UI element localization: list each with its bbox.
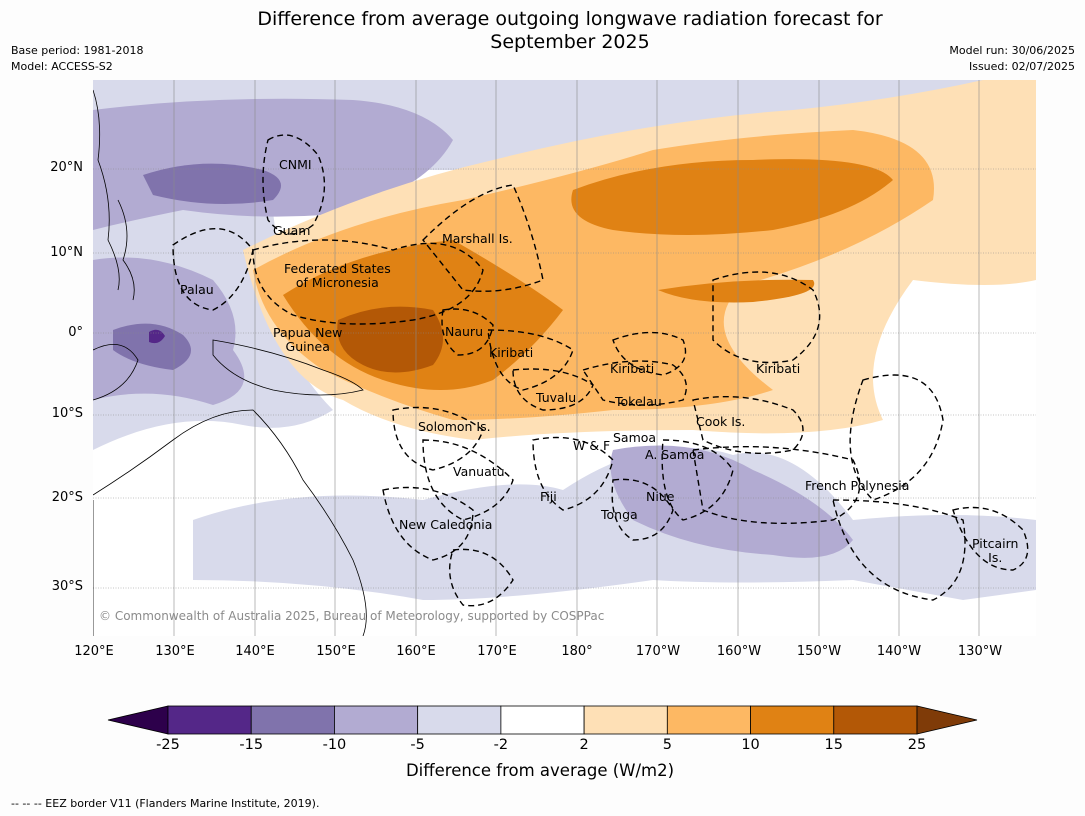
colorbar-tick-label: 2: [579, 737, 589, 753]
lat-label: 10°N: [50, 245, 83, 260]
anomaly-region-light-purple-south: [193, 447, 1036, 600]
lon-label: 180°: [561, 644, 593, 659]
colorbar-tick-label: 10: [741, 737, 760, 753]
coast-philippines: [117, 199, 135, 301]
coast-new-guinea: [212, 339, 364, 396]
model-run: Model run: 30/06/2025: [949, 44, 1075, 57]
anomaly-region-dark-purple-2: [113, 323, 191, 370]
colorbar-cell: [250, 705, 335, 735]
colorbar-cell: [167, 705, 252, 735]
place-micronesia: Federated States of Micronesia: [284, 261, 391, 290]
place-niue: Niue: [646, 489, 675, 504]
coast-asia: [93, 89, 120, 291]
anomaly-region-mid-purple-south: [610, 445, 853, 558]
colorbar-tick-label: 5: [662, 737, 672, 753]
place-tuvalu: Tuvalu: [536, 390, 577, 405]
anomaly-region-brown: [337, 306, 443, 373]
colorbar-tick-label: 25: [907, 737, 927, 753]
lat-label: 10°S: [51, 406, 83, 421]
place-samoa: Samoa: [613, 430, 657, 445]
colorbar-cell: [583, 705, 668, 735]
anomaly-region-dark-orange-band: [658, 279, 815, 303]
anomaly-region-dark-orange-north: [571, 159, 893, 235]
colorbar-cell: [417, 705, 502, 735]
place-palau: Palau: [180, 282, 214, 297]
chart-title: Difference from average outgoing longwav…: [170, 8, 970, 54]
lon-label: 130°W: [957, 644, 1003, 659]
place-kiribati-east: Kiribati: [756, 361, 801, 376]
eez-footnote: -- -- -- EEZ border V11 (Flanders Marine…: [11, 797, 320, 810]
lat-label: 20°S: [51, 490, 83, 505]
lat-label: 30°S: [51, 579, 83, 594]
place-solomon-islands: Solomon Is.: [418, 419, 491, 434]
colorbar-cell: [666, 705, 751, 735]
colorbar-extend-high: [916, 705, 978, 735]
lon-label: 170°E: [477, 644, 517, 659]
place-wallis-futuna: W & F: [573, 438, 611, 453]
lat-label: 20°N: [50, 160, 83, 175]
lon-label: 140°E: [235, 644, 275, 659]
place-french-polynesia: French Polynesia: [805, 478, 910, 493]
colorbar-cell: [334, 705, 419, 735]
title-line-2: September 2025: [490, 31, 650, 53]
eez-borders: [172, 134, 1029, 607]
meta-right: Model run: 30/06/2025 Issued: 02/07/2025: [949, 43, 1075, 75]
colorbar-tick-label: 15: [824, 737, 843, 753]
place-marshall-islands: Marshall Is.: [442, 231, 513, 246]
colorbar-cell: [833, 705, 918, 735]
lon-label: 160°E: [396, 644, 436, 659]
colorbar: [107, 705, 978, 735]
place-pitcairn: Pitcairn Is.: [972, 536, 1019, 565]
place-tonga: Tonga: [601, 507, 638, 522]
place-new-caledonia: New Caledonia: [399, 517, 493, 532]
place-tokelau: Tokelau: [615, 394, 662, 409]
anomaly-region-dark-purple: [143, 163, 281, 204]
colorbar-tick-label: -15: [239, 737, 264, 753]
map-svg: [93, 80, 1036, 636]
place-fiji: Fiji: [540, 489, 557, 504]
place-american-samoa: A. Samoa: [645, 447, 705, 462]
lon-label: 130°E: [155, 644, 195, 659]
base-period: Base period: 1981-2018: [11, 44, 144, 57]
colorbar-tick-label: -2: [493, 737, 509, 753]
model-name: Model: ACCESS-S2: [11, 60, 113, 73]
meta-left: Base period: 1981-2018 Model: ACCESS-S2: [11, 43, 143, 75]
colorbar-tick-label: -5: [410, 737, 425, 753]
colorbar-title: Difference from average (W/m2): [405, 761, 675, 780]
lon-label: 160°W: [716, 644, 762, 659]
map-panel: [93, 80, 1036, 636]
lon-label: 140°W: [876, 644, 922, 659]
place-papua-new-guinea: Papua New Guinea: [273, 325, 343, 354]
place-guam: Guam: [273, 223, 311, 238]
lon-label: 150°E: [316, 644, 356, 659]
lon-label: 170°W: [635, 644, 681, 659]
title-line-1: Difference from average outgoing longwav…: [257, 8, 883, 30]
place-kiribati-west: Kiribati: [489, 345, 534, 360]
copyright-notice: © Commonwealth of Australia 2025, Bureau…: [99, 609, 605, 623]
place-cnmi: CNMI: [279, 157, 312, 172]
lon-label: 120°E: [74, 644, 114, 659]
coast-australia: [93, 409, 367, 636]
place-kiribati-central: Kiribati: [610, 361, 655, 376]
colorbar-tick-label: -10: [322, 737, 347, 753]
coast-borneo: [93, 343, 139, 401]
coastlines: [93, 89, 367, 636]
colorbar-cell: [500, 705, 585, 735]
colorbar-tick-label: -25: [156, 737, 180, 753]
place-vanuatu: Vanuatu: [453, 464, 505, 479]
lon-label: 150°W: [796, 644, 842, 659]
place-nauru: Nauru: [445, 324, 483, 339]
place-cook-islands: Cook Is.: [696, 414, 746, 429]
issued-date: Issued: 02/07/2025: [968, 60, 1075, 73]
colorbar-cell: [750, 705, 835, 735]
lat-label: 0°: [68, 325, 83, 340]
colorbar-extend-low: [107, 705, 169, 735]
